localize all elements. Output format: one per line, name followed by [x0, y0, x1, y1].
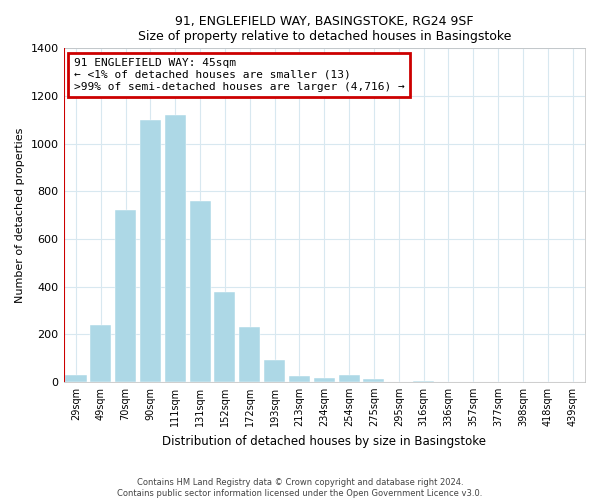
Text: 91 ENGLEFIELD WAY: 45sqm
← <1% of detached houses are smaller (13)
>99% of semi-: 91 ENGLEFIELD WAY: 45sqm ← <1% of detach… [74, 58, 405, 92]
Bar [214, 292, 235, 382]
Bar [90, 324, 112, 382]
Bar [364, 380, 385, 382]
Bar [264, 360, 285, 382]
Text: Contains HM Land Registry data © Crown copyright and database right 2024.
Contai: Contains HM Land Registry data © Crown c… [118, 478, 482, 498]
Bar [115, 210, 136, 382]
Bar [413, 380, 434, 382]
Bar [239, 327, 260, 382]
Title: 91, ENGLEFIELD WAY, BASINGSTOKE, RG24 9SF
Size of property relative to detached : 91, ENGLEFIELD WAY, BASINGSTOKE, RG24 9S… [137, 15, 511, 43]
Y-axis label: Number of detached properties: Number of detached properties [15, 128, 25, 303]
Bar [289, 376, 310, 382]
Bar [65, 374, 86, 382]
X-axis label: Distribution of detached houses by size in Basingstoke: Distribution of detached houses by size … [162, 434, 486, 448]
Bar [165, 115, 186, 382]
Bar [314, 378, 335, 382]
Bar [190, 201, 211, 382]
Bar [140, 120, 161, 382]
Bar [338, 374, 359, 382]
